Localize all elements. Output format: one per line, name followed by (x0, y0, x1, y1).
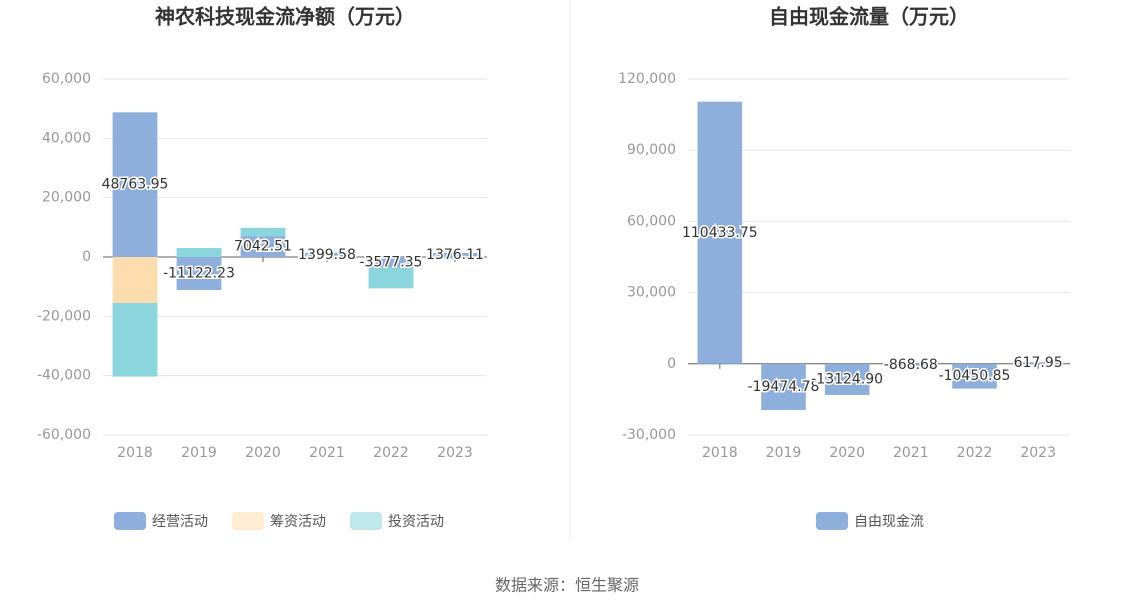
x-tick-label: 2018 (117, 445, 153, 461)
legend-label: 筹资活动 (270, 513, 326, 530)
x-tick-label: 2022 (373, 445, 409, 461)
legend-swatch (114, 512, 146, 530)
legend-swatch (816, 512, 848, 530)
y-tick-label: 0 (82, 249, 91, 265)
bar (112, 257, 158, 303)
legend-swatch (350, 512, 382, 530)
data-label: -11122.23 (163, 265, 235, 281)
bar (368, 267, 414, 289)
bar (761, 363, 806, 411)
data-label: -868.68 (884, 357, 938, 373)
x-tick-label: 2019 (766, 445, 802, 461)
data-label: -10450.85 (939, 368, 1011, 384)
data-label: -13124.90 (811, 371, 883, 387)
x-tick-label: 2021 (893, 445, 929, 461)
bar (697, 101, 743, 364)
x-tick-label: 2019 (181, 445, 217, 461)
data-label: -19474.78 (748, 379, 820, 395)
bar (112, 302, 158, 377)
data-label: 1399.58 (298, 247, 356, 263)
y-tick-label: 0 (667, 356, 676, 372)
x-tick-label: 2023 (437, 445, 473, 461)
y-tick-label: 120,000 (618, 71, 676, 87)
x-tick-label: 2020 (245, 445, 281, 461)
source: 数据来源：恒生聚源 (495, 576, 639, 595)
y-tick-label: -20,000 (37, 308, 91, 324)
bar (176, 257, 222, 290)
data-label: 1376.11 (426, 247, 484, 263)
x-tick-label: 2021 (309, 445, 345, 461)
x-tick-label: 2022 (957, 445, 993, 461)
y-tick-label: 60,000 (42, 71, 91, 87)
bar (240, 236, 286, 257)
chart-title: 自由现金流量（万元） (769, 5, 969, 29)
x-tick-label: 2020 (829, 445, 865, 461)
bar (432, 252, 478, 257)
y-tick-label: 30,000 (627, 285, 676, 301)
data-label: 48763.95 (102, 177, 169, 193)
y-tick-label: 40,000 (42, 130, 91, 146)
bar (368, 257, 414, 268)
data-label: 110433.75 (682, 225, 758, 241)
bar (112, 112, 158, 257)
bar (240, 227, 286, 237)
x-tick-label: 2023 (1020, 445, 1056, 461)
bar (176, 248, 222, 257)
x-tick-label: 2018 (702, 445, 738, 461)
y-tick-label: -30,000 (622, 427, 676, 443)
bar (888, 363, 934, 366)
bar (304, 252, 350, 257)
data-label: -3577.35 (360, 254, 423, 270)
bar (1015, 362, 1061, 364)
legend-label: 经营活动 (152, 514, 208, 530)
y-tick-label: 60,000 (627, 213, 676, 229)
legend-swatch (232, 512, 264, 530)
bar (432, 257, 478, 259)
y-tick-label: -60,000 (37, 427, 91, 443)
y-tick-label: -40,000 (37, 368, 91, 384)
y-tick-label: 90,000 (627, 142, 676, 158)
data-label: 7042.51 (234, 239, 292, 255)
bar (952, 363, 997, 389)
legend-label: 自由现金流 (854, 514, 924, 530)
data-label: 617.95 (1014, 355, 1063, 371)
chart-title: 神农科技现金流净额（万元） (155, 5, 415, 29)
legend-label: 投资活动 (388, 514, 444, 530)
bar (824, 363, 870, 395)
y-tick-label: 20,000 (42, 190, 91, 206)
